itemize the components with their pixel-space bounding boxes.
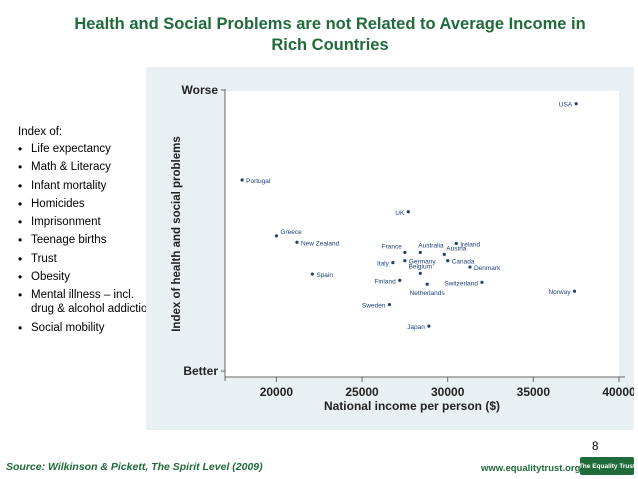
legend-item: Trust bbox=[10, 252, 155, 266]
slide-number: 8 bbox=[592, 441, 599, 453]
scatter-chart-panel: Worse Better 20000 25000 30000 35000 40000 Nati… bbox=[146, 67, 634, 430]
legend-heading: Index of: bbox=[18, 126, 63, 138]
point-uk bbox=[406, 210, 410, 214]
point-austria bbox=[442, 252, 446, 256]
point-label: Canada bbox=[452, 259, 475, 266]
point-label: Australia bbox=[418, 242, 444, 249]
website-link[interactable]: www.equalitytrust.org.uk bbox=[481, 463, 595, 474]
point-label: Belgium bbox=[409, 263, 432, 270]
point-usa bbox=[574, 102, 578, 106]
point-denmark bbox=[468, 265, 472, 269]
point-label: Italy bbox=[377, 261, 390, 268]
y-axis-title: Index of health and social problems bbox=[171, 136, 183, 332]
x-tick-label: 40000 bbox=[602, 385, 634, 399]
point-label: Spain bbox=[316, 272, 333, 279]
point-germany bbox=[403, 259, 407, 263]
point-greece bbox=[274, 234, 278, 238]
point-label: Greece bbox=[280, 229, 302, 236]
legend-item: Social mobility bbox=[10, 321, 155, 335]
point-netherlands bbox=[425, 282, 429, 286]
x-tick-label: 30000 bbox=[431, 385, 465, 399]
legend-item: Homicides bbox=[10, 197, 155, 211]
logo-text: The Equality Trust bbox=[578, 462, 636, 470]
point-label: Denmark bbox=[474, 265, 501, 272]
point-label: UK bbox=[395, 210, 405, 217]
point-australia bbox=[418, 250, 422, 255]
point-spain bbox=[310, 272, 314, 276]
legend-item: Mental illness – incl. drug & alcohol ad… bbox=[10, 288, 155, 316]
x-tick-label: 35000 bbox=[517, 385, 551, 399]
point-italy bbox=[391, 261, 395, 265]
legend-list: Life expectancy Math & Literacy Infant m… bbox=[10, 142, 155, 335]
legend-item: Life expectancy bbox=[10, 142, 155, 156]
index-legend: Index of: Life expectancy Math & Literac… bbox=[10, 126, 155, 339]
point-label: France bbox=[382, 243, 403, 250]
point-portugal bbox=[240, 178, 244, 182]
point-new-zealand bbox=[295, 240, 299, 244]
y-label-better: Better bbox=[183, 364, 218, 378]
point-norway bbox=[572, 289, 577, 293]
point-label: Switzerland bbox=[444, 280, 478, 287]
point-ireland bbox=[454, 241, 458, 246]
point-label: Ireland bbox=[460, 242, 480, 249]
point-label: Netherlands bbox=[410, 290, 446, 297]
point-label: Japan bbox=[407, 324, 425, 331]
point-label: Austria bbox=[446, 245, 467, 252]
point-finland bbox=[398, 278, 402, 282]
point-switzerland bbox=[480, 280, 484, 284]
legend-item: Infant mortality bbox=[10, 179, 155, 193]
x-tick-label: 25000 bbox=[345, 385, 379, 399]
legend-item: Imprisonment bbox=[10, 215, 155, 229]
point-label: New Zealand bbox=[301, 240, 340, 247]
point-belgium bbox=[418, 271, 422, 276]
point-japan bbox=[427, 324, 431, 328]
point-france bbox=[403, 250, 407, 255]
slide-title: Health and Social Problems are not Relat… bbox=[74, 15, 586, 54]
legend-item: Obesity bbox=[10, 270, 155, 284]
point-label: Portugal bbox=[246, 178, 271, 185]
x-axis-title: National income per person ($) bbox=[324, 399, 500, 413]
legend-item: Teenage births bbox=[10, 233, 155, 247]
legend-item: Math & Literacy bbox=[10, 160, 155, 174]
point-canada bbox=[446, 259, 450, 263]
equality-trust-logo: The Equality Trust bbox=[578, 457, 636, 475]
y-label-worse: Worse bbox=[182, 83, 219, 97]
scatter-chart: Worse Better 20000 25000 30000 35000 40000 Nati… bbox=[171, 83, 634, 413]
plot-area bbox=[225, 91, 619, 377]
source-citation: Source: Wilkinson & Pickett, The Spirit … bbox=[6, 461, 263, 473]
point-label: Sweden bbox=[362, 303, 386, 310]
point-sweden bbox=[387, 302, 392, 307]
point-label: Germany bbox=[409, 259, 436, 266]
point-label: USA bbox=[559, 102, 573, 109]
point-label: Finland bbox=[374, 278, 396, 285]
x-tick-label: 20000 bbox=[260, 385, 294, 399]
point-label: Norway bbox=[548, 289, 571, 296]
